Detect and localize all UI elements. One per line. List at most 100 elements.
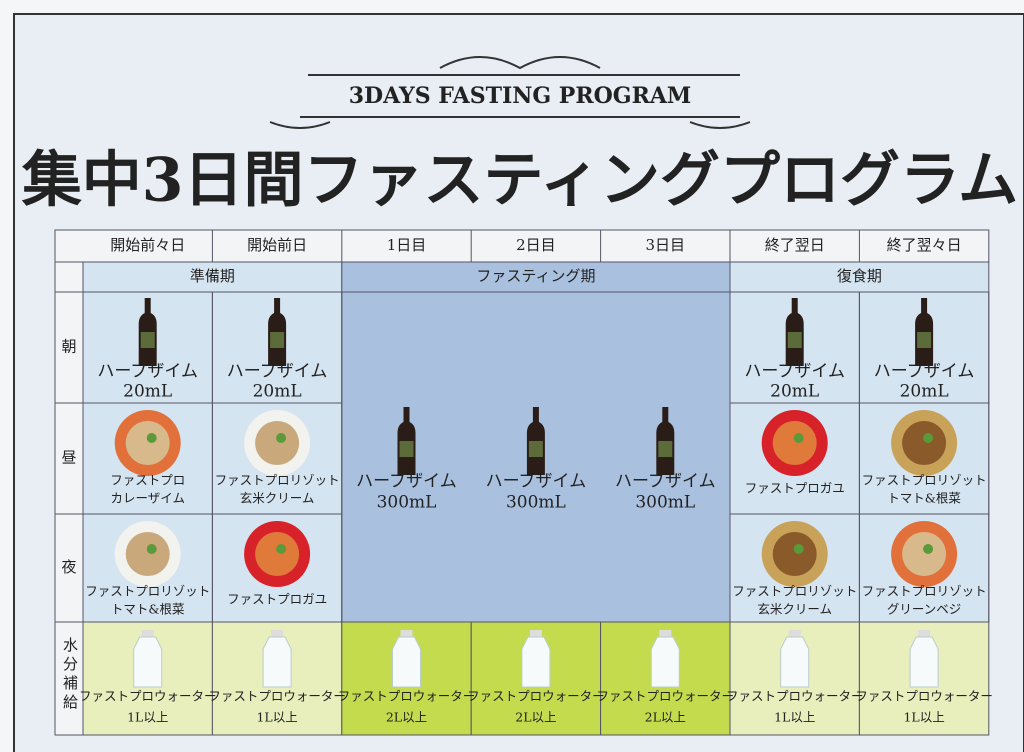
bottle-neck: [274, 298, 281, 314]
cell-text: ファストプロガユ: [745, 481, 845, 496]
bottle-neck: [403, 407, 410, 423]
garnish: [276, 544, 287, 554]
day-label: 終了翌日: [765, 236, 825, 254]
bowl-food: [772, 532, 817, 576]
cell-text: 20mL: [770, 382, 819, 402]
bowl-food: [255, 421, 300, 465]
cell-text: 300mL: [635, 493, 695, 513]
cell-text: 1L以上: [774, 710, 815, 725]
water-bottle: [521, 636, 551, 688]
title: 集中3日間ファスティングプログラム: [21, 146, 1018, 216]
water-bottle: [392, 636, 421, 688]
bowl-food: [255, 532, 300, 576]
cell-text: トマト&根菜: [887, 491, 961, 506]
cell-text: ファストプロ: [110, 473, 185, 488]
bottle-label: [917, 332, 932, 348]
cell-text: ハーブザイム: [874, 361, 975, 382]
bowl-food: [772, 421, 817, 465]
cell-text: ファストプロウォーター: [208, 689, 346, 704]
water-bottle: [262, 636, 292, 688]
cell-text: ハーブザイム: [486, 471, 587, 492]
cell-text: 玄米クリーム: [757, 602, 832, 617]
cell-text: 玄米クリーム: [240, 491, 315, 506]
bowl-food: [125, 532, 170, 576]
cell-text: 1L以上: [127, 710, 168, 725]
bottle-neck: [662, 407, 669, 423]
garnish: [923, 433, 934, 443]
cell-text: ファストプロウォーター: [726, 689, 864, 704]
phase-label: ファスティング期: [476, 267, 595, 285]
label-column: [54, 261, 84, 736]
cell-text: ハーブザイム: [356, 471, 457, 492]
bottle-neck: [921, 298, 928, 314]
water-cap: [788, 630, 801, 637]
cell-text: 300mL: [506, 493, 566, 513]
bottle-label: [528, 441, 543, 457]
garnish: [276, 433, 287, 443]
cell-text: ファストプロウォーター: [467, 689, 605, 704]
cell-text: ファストプロウォーター: [79, 689, 217, 704]
garnish: [146, 544, 157, 554]
bottle-neck: [791, 298, 798, 314]
cell-text: ファストプロリゾット: [862, 584, 987, 599]
cell-text: 1L以上: [903, 710, 944, 725]
row-label: 昼: [61, 449, 76, 467]
cell-text: ファストプロガユ: [227, 592, 327, 607]
water-bottle: [650, 636, 680, 688]
cell-text: トマト&根菜: [111, 602, 185, 617]
row-label: 水分補給: [61, 637, 79, 713]
cell-text: ファストプロリゾット: [862, 473, 987, 488]
cell-text: ハーブザイム: [227, 361, 328, 382]
water-bottle: [133, 636, 163, 688]
subtitle: 3DAYS FASTING PROGRAM: [349, 83, 692, 109]
cell-text: 20mL: [123, 382, 172, 402]
cell-text: ファストプロリゾット: [215, 473, 340, 488]
water-cap: [400, 630, 413, 637]
phase-label: 準備期: [190, 267, 235, 285]
water-bottle: [780, 636, 810, 688]
cell-text: ファストプロウォーター: [597, 689, 735, 704]
bowl-food: [125, 421, 170, 465]
cell-text: 20mL: [253, 382, 302, 402]
meal-cell: [858, 513, 990, 623]
cell-text: 20mL: [900, 382, 949, 402]
bottle-label: [787, 332, 802, 348]
water-cap: [141, 630, 154, 637]
cell-text: グリーンベジ: [887, 602, 961, 617]
bottle-label: [140, 332, 155, 348]
bowl-food: [902, 421, 947, 465]
phase-label: 復食期: [837, 267, 882, 285]
bottle-label: [658, 441, 673, 457]
cell-text: 2L以上: [386, 710, 427, 725]
day-label: 終了翌々日: [887, 236, 962, 254]
bowl-food: [902, 532, 947, 576]
day-label: 開始前日: [247, 236, 307, 254]
day-label: 1日目: [387, 236, 427, 254]
cell-text: 300mL: [377, 493, 437, 513]
cell-text: ハーブザイム: [615, 471, 716, 492]
cell-text: ファストプロリゾット: [85, 584, 210, 599]
water-cap: [271, 630, 284, 637]
cell-text: ファストプロウォーター: [855, 689, 993, 704]
cell-text: 2L以上: [515, 710, 556, 725]
water-bottle: [909, 636, 939, 688]
row-label: 夜: [61, 558, 76, 576]
cell-text: ハーブザイム: [744, 361, 845, 382]
day-label: 開始前々日: [110, 236, 185, 254]
ornament: [269, 121, 751, 129]
day-label: 2日目: [516, 236, 556, 254]
header-row: [54, 229, 990, 263]
cell-text: ファストプロリゾット: [732, 584, 857, 599]
water-cap: [529, 630, 542, 637]
garnish: [793, 433, 804, 443]
garnish: [793, 544, 804, 554]
meal-cell: [211, 513, 343, 623]
cell-text: ファストプロウォーター: [338, 689, 476, 704]
bottle-label: [399, 441, 414, 457]
cell-text: 2L以上: [645, 710, 686, 725]
water-cap: [659, 630, 672, 637]
cell-text: 1L以上: [256, 710, 297, 725]
garnish: [146, 433, 157, 443]
cell-text: ハーブザイム: [97, 361, 198, 382]
